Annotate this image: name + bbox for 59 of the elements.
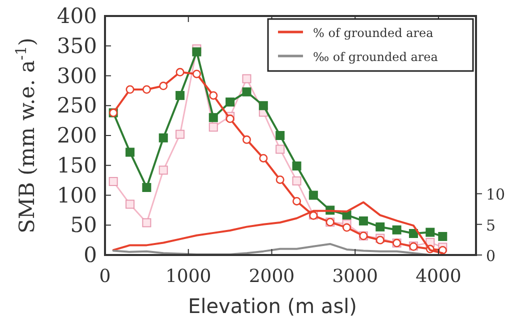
x-tick-label: 4000: [416, 266, 462, 287]
x-tick-label: 0: [99, 266, 111, 287]
y-tick-label: 400: [56, 4, 97, 28]
legend-label: % of grounded area: [313, 26, 434, 40]
point: [276, 144, 285, 154]
y2-tick-label: 0: [486, 247, 496, 265]
point: [158, 133, 168, 142]
point: [142, 182, 152, 192]
point: [276, 175, 284, 184]
point: [342, 223, 352, 232]
point: [242, 87, 252, 96]
point: [176, 68, 184, 76]
point: [126, 200, 135, 209]
point: [176, 90, 185, 100]
point: [358, 216, 368, 226]
x-tick-label: 1000: [165, 266, 212, 287]
point: [176, 130, 185, 139]
point: [209, 91, 218, 100]
point: [192, 70, 201, 78]
y-tick-label: 200: [56, 124, 97, 148]
y-tick-label: 150: [56, 153, 97, 178]
point: [292, 161, 302, 170]
y-tick-label: 0: [84, 243, 97, 267]
x-tick-label: 2000: [248, 266, 295, 287]
point: [308, 190, 318, 200]
point: [126, 85, 134, 94]
x-tick-label: 3000: [332, 266, 378, 287]
point: [142, 85, 151, 94]
y-tick-label: 350: [56, 34, 97, 58]
point: [408, 228, 418, 238]
y2-tick-label: 5: [486, 216, 496, 234]
point: [208, 122, 218, 132]
point: [242, 135, 251, 144]
y2-tick-label: 10: [486, 186, 506, 204]
point: [126, 148, 135, 157]
point: [226, 98, 235, 107]
y-tick-label: 50: [70, 213, 97, 238]
point: [258, 101, 268, 110]
point: [242, 74, 252, 84]
point: [158, 166, 168, 175]
point: [426, 228, 435, 237]
point: [142, 218, 152, 228]
point: [438, 232, 448, 241]
y-tick-label: 100: [56, 183, 97, 208]
point: [276, 131, 285, 140]
point: [292, 176, 302, 186]
point: [192, 47, 202, 56]
point: [292, 196, 302, 206]
y-tick-label: 300: [56, 64, 97, 88]
point: [376, 222, 385, 232]
point: [159, 82, 168, 90]
y-tick-label: 250: [56, 94, 97, 118]
legend-label: ‰ of grounded area: [313, 50, 438, 64]
point: [108, 177, 118, 186]
point: [259, 154, 268, 162]
point: [392, 225, 402, 234]
point: [226, 114, 234, 124]
point: [208, 113, 218, 122]
x-axis-title: Elevation (m asl): [188, 294, 357, 317]
